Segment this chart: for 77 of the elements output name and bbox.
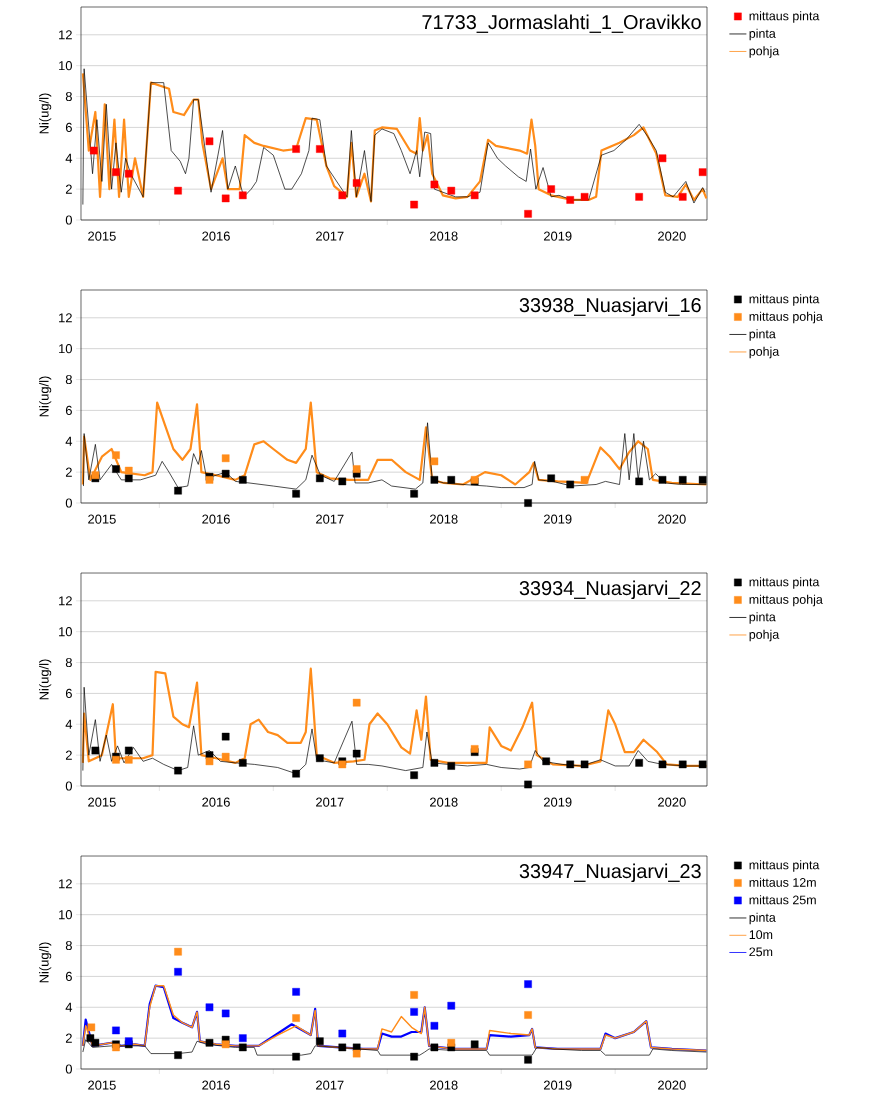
y-tick-label: 8 <box>65 940 72 951</box>
x-tick-label: 2019 <box>543 1080 572 1090</box>
x-tick-label: 2017 <box>316 1080 344 1090</box>
x-tick-label: 2016 <box>202 514 230 524</box>
y-tick-label: 4 <box>65 436 73 446</box>
legend-label: 10m <box>749 930 773 940</box>
y-tick-label: 10 <box>59 61 72 71</box>
y-tick-label: 0 <box>65 781 72 791</box>
y-tick-label: 12 <box>59 879 72 889</box>
x-tick-label: 2019 <box>543 231 572 241</box>
y-tick-label: 0 <box>65 1064 72 1074</box>
x-tick-label: 2018 <box>430 231 458 241</box>
y-tick-label: 2 <box>65 1033 72 1043</box>
y-tick-label: 10 <box>59 627 72 637</box>
x-tick-label: 2017 <box>316 797 344 807</box>
x-tick-label: 2017 <box>316 514 344 524</box>
y-tick-label: 8 <box>65 374 72 385</box>
chart-title: 33934_Nuasjarvi_22 <box>519 580 701 600</box>
y-tick-label: 10 <box>59 344 72 354</box>
y-tick-label: 8 <box>65 91 72 102</box>
x-tick-label: 2016 <box>202 1080 230 1090</box>
legend-label: mittaus pinta <box>749 577 820 589</box>
legend-label: mittaus pinta <box>749 860 820 872</box>
y-tick-label: 12 <box>59 30 72 40</box>
x-tick-label: 2020 <box>658 514 686 524</box>
x-tick-label: 2017 <box>316 231 344 241</box>
legend-label: pinta <box>749 612 776 624</box>
legend-label: pohja <box>749 46 780 58</box>
legend-label: mittaus 25m <box>749 895 816 905</box>
y-tick-label: 6 <box>65 971 72 981</box>
x-tick-label: 2020 <box>658 797 686 807</box>
x-tick-label: 2015 <box>88 797 116 807</box>
x-tick-label: 2019 <box>543 797 572 807</box>
y-tick-label: 8 <box>65 657 72 668</box>
legend-label: mittaus pohja <box>749 594 823 607</box>
legend-label: pohja <box>749 629 780 642</box>
y-axis-title: Ni(ug/l) <box>39 942 52 983</box>
legend-label: pinta <box>749 28 776 41</box>
y-axis-title: Ni(ug/l) <box>39 376 52 417</box>
y-tick-label: 4 <box>65 719 73 729</box>
x-tick-label: 2015 <box>88 1080 116 1090</box>
x-tick-label: 2018 <box>430 1080 458 1090</box>
x-tick-label: 2016 <box>202 797 230 807</box>
y-tick-label: 6 <box>65 122 72 132</box>
y-tick-label: 6 <box>65 405 72 415</box>
y-tick-label: 4 <box>65 153 73 163</box>
x-tick-label: 2015 <box>88 231 116 241</box>
y-tick-label: 2 <box>65 184 72 194</box>
y-tick-label: 2 <box>65 750 72 760</box>
legend-label: pohja <box>749 346 780 359</box>
legend-label: 25m <box>749 947 773 957</box>
y-tick-label: 6 <box>65 688 72 698</box>
y-tick-label: 10 <box>59 910 72 920</box>
x-tick-label: 2019 <box>543 514 572 524</box>
x-tick-label: 2016 <box>202 231 230 241</box>
legend-label: mittaus pinta <box>749 11 820 23</box>
y-tick-label: 4 <box>65 1002 73 1012</box>
x-tick-label: 2020 <box>658 1080 686 1090</box>
chart-title: 33947_Nuasjarvi_23 <box>519 863 701 883</box>
y-tick-label: 2 <box>65 467 72 477</box>
legend-label: pinta <box>749 912 776 925</box>
x-tick-label: 2018 <box>430 514 458 524</box>
chart-title: 71733_Jormaslahti_1_Oravikko <box>422 14 701 33</box>
y-tick-label: 12 <box>59 313 72 323</box>
y-tick-label: 0 <box>65 498 72 508</box>
legend-label: mittaus pohja <box>749 311 823 324</box>
x-tick-label: 2018 <box>430 797 458 807</box>
y-axis-title: Ni(ug/l) <box>39 659 52 700</box>
x-tick-label: 2015 <box>88 514 116 524</box>
y-axis-title: Ni(ug/l) <box>39 93 52 134</box>
chart-title: 33938_Nuasjarvi_16 <box>519 297 701 317</box>
legend-label: mittaus 12m <box>749 877 816 887</box>
legend-label: mittaus pinta <box>749 294 820 306</box>
y-tick-label: 0 <box>65 215 72 225</box>
x-tick-label: 2020 <box>658 231 686 241</box>
y-tick-label: 12 <box>59 596 72 606</box>
legend-label: pinta <box>749 329 776 341</box>
